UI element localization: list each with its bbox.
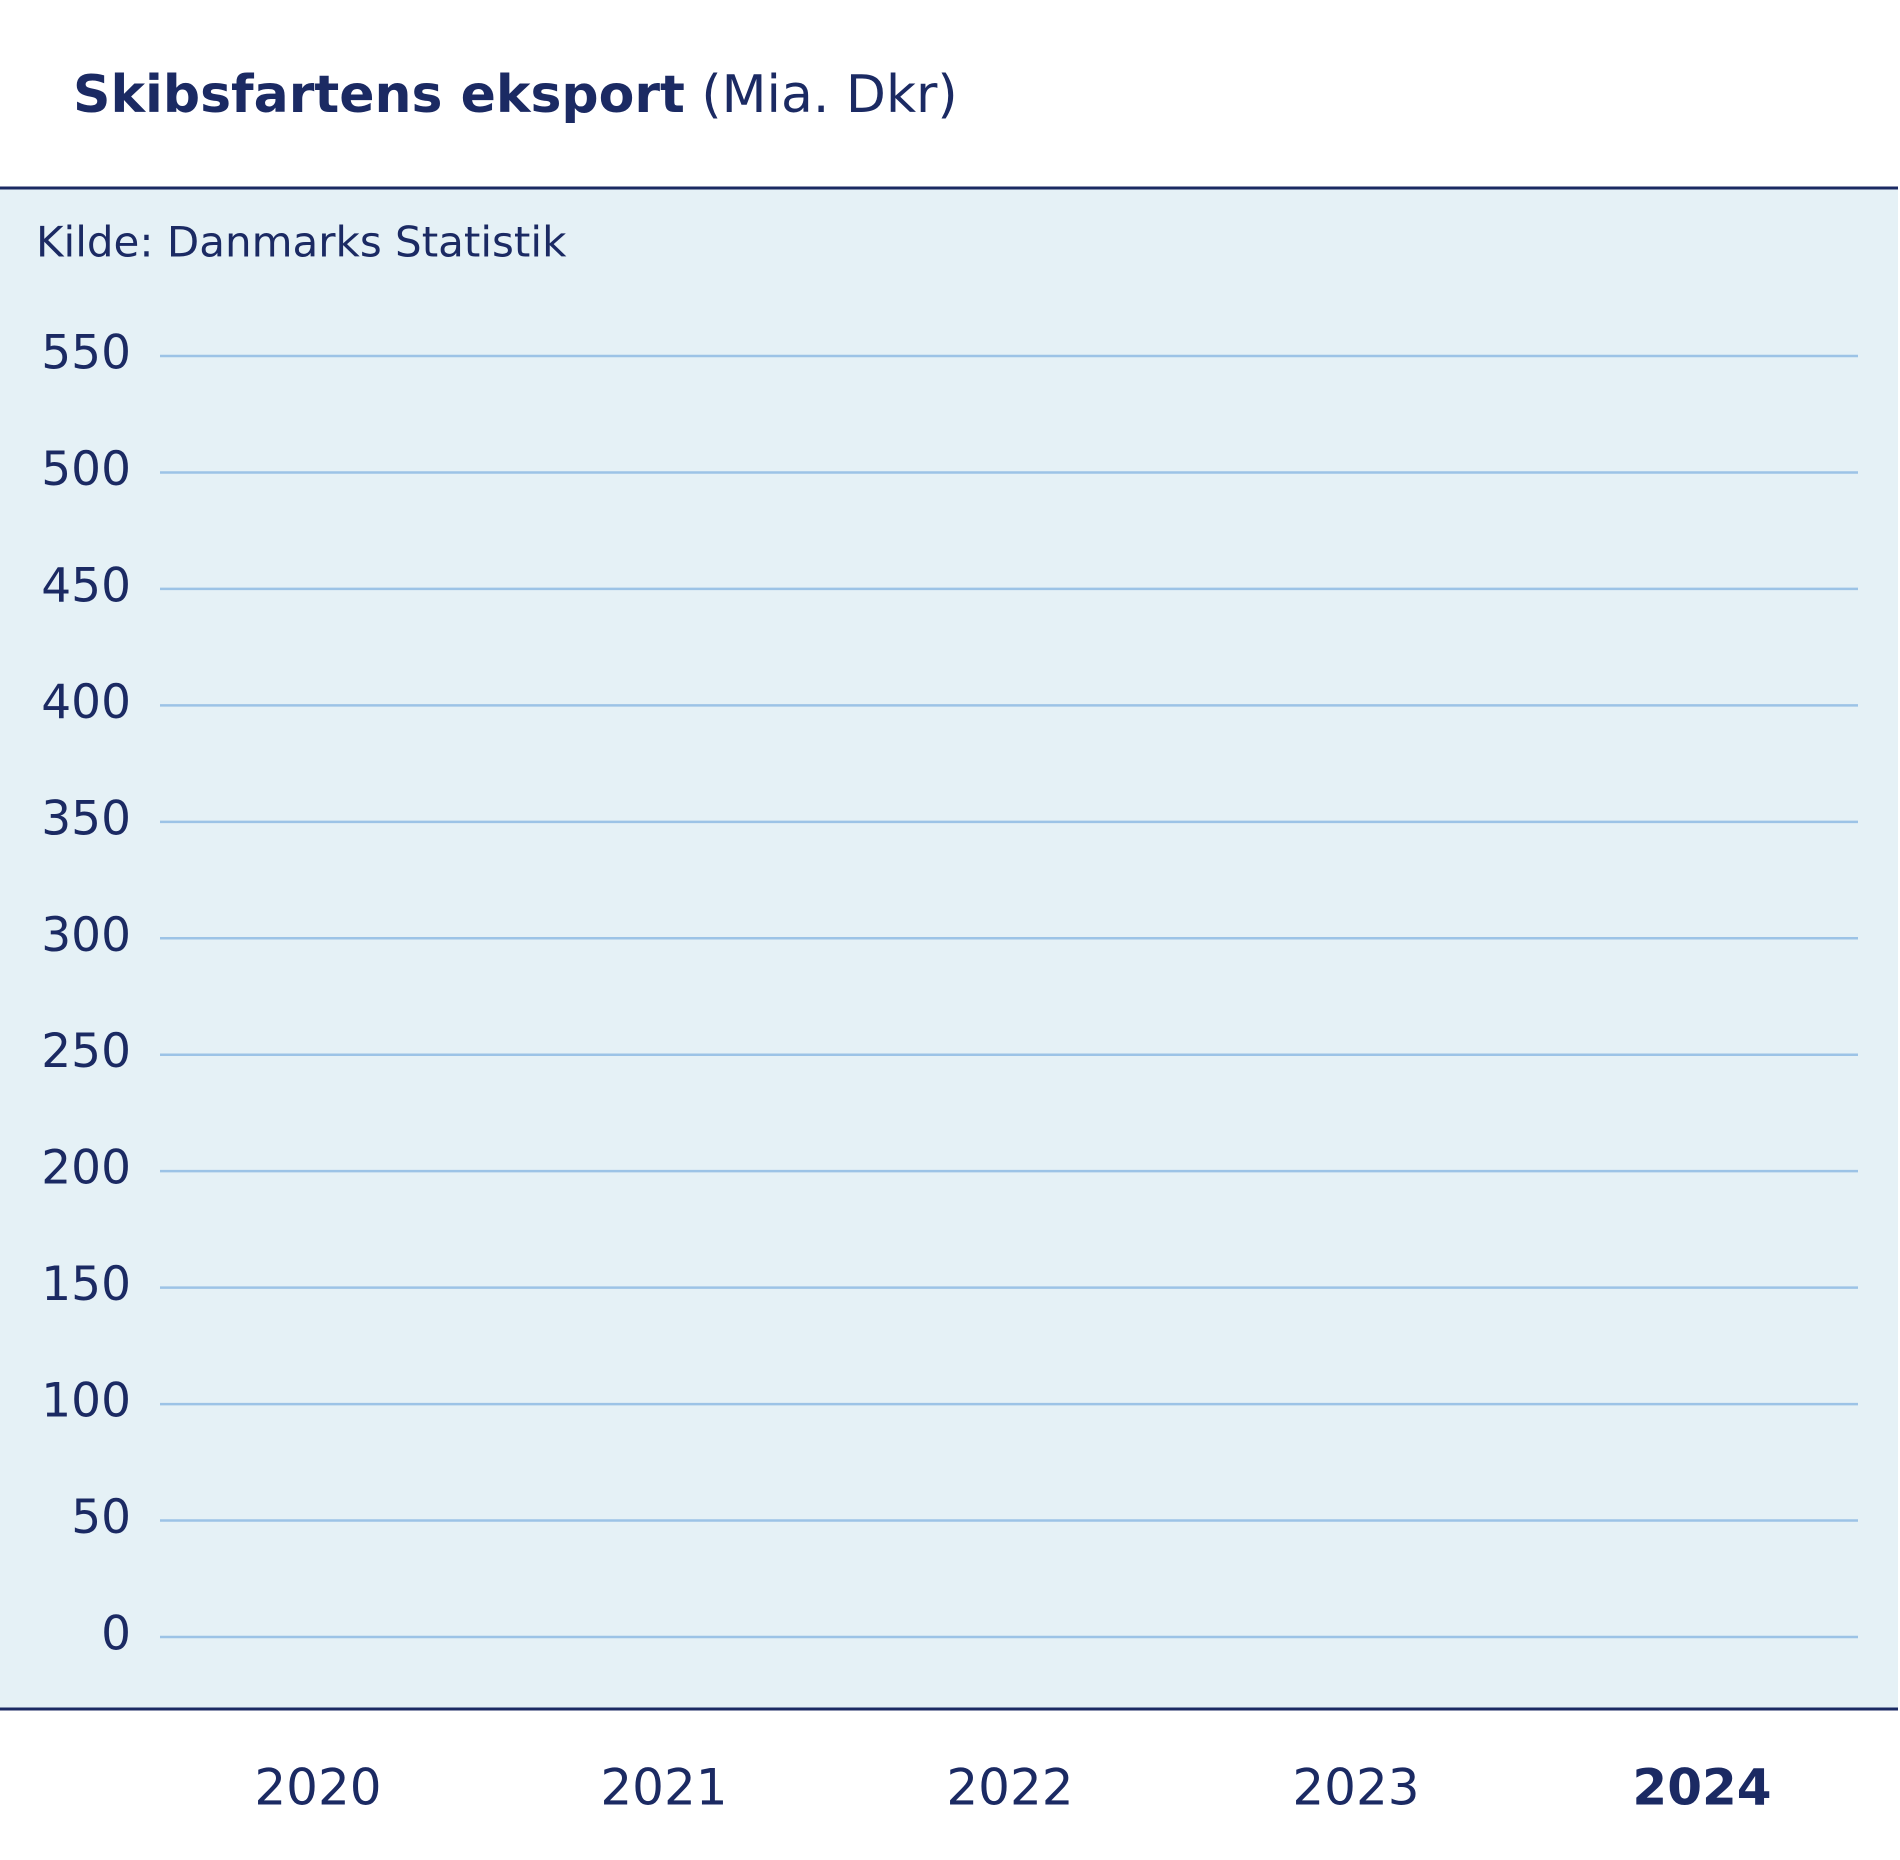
- y-tick-label: 150: [41, 1257, 131, 1312]
- y-tick-label: 250: [41, 1024, 131, 1079]
- y-tick-label: 100: [41, 1374, 131, 1429]
- y-tick-label: 0: [101, 1607, 131, 1662]
- y-tick-label: 300: [41, 908, 131, 963]
- x-tick-label: 2022: [946, 1759, 1073, 1817]
- title-unit: (Mia. Dkr): [701, 65, 957, 125]
- y-tick-label: 200: [41, 1141, 131, 1196]
- y-tick-label: 350: [41, 791, 131, 846]
- plot-background: [0, 188, 1898, 1709]
- y-tick-label: 400: [41, 675, 131, 730]
- y-tick-label: 450: [41, 558, 131, 613]
- source-note: Kilde: Danmarks Statistik: [36, 218, 567, 267]
- x-tick-label: 2023: [1292, 1759, 1419, 1817]
- x-tick-label: 2021: [600, 1759, 727, 1817]
- y-tick-label: 50: [71, 1490, 131, 1545]
- chart-title: Skibsfartens eksport (Mia. Dkr): [73, 65, 958, 125]
- title-main: Skibsfartens eksport: [73, 65, 685, 125]
- x-tick-label: 2024: [1632, 1759, 1771, 1817]
- x-tick-label: 2020: [254, 1759, 381, 1817]
- y-tick-label: 500: [41, 442, 131, 497]
- y-tick-label: 550: [41, 326, 131, 381]
